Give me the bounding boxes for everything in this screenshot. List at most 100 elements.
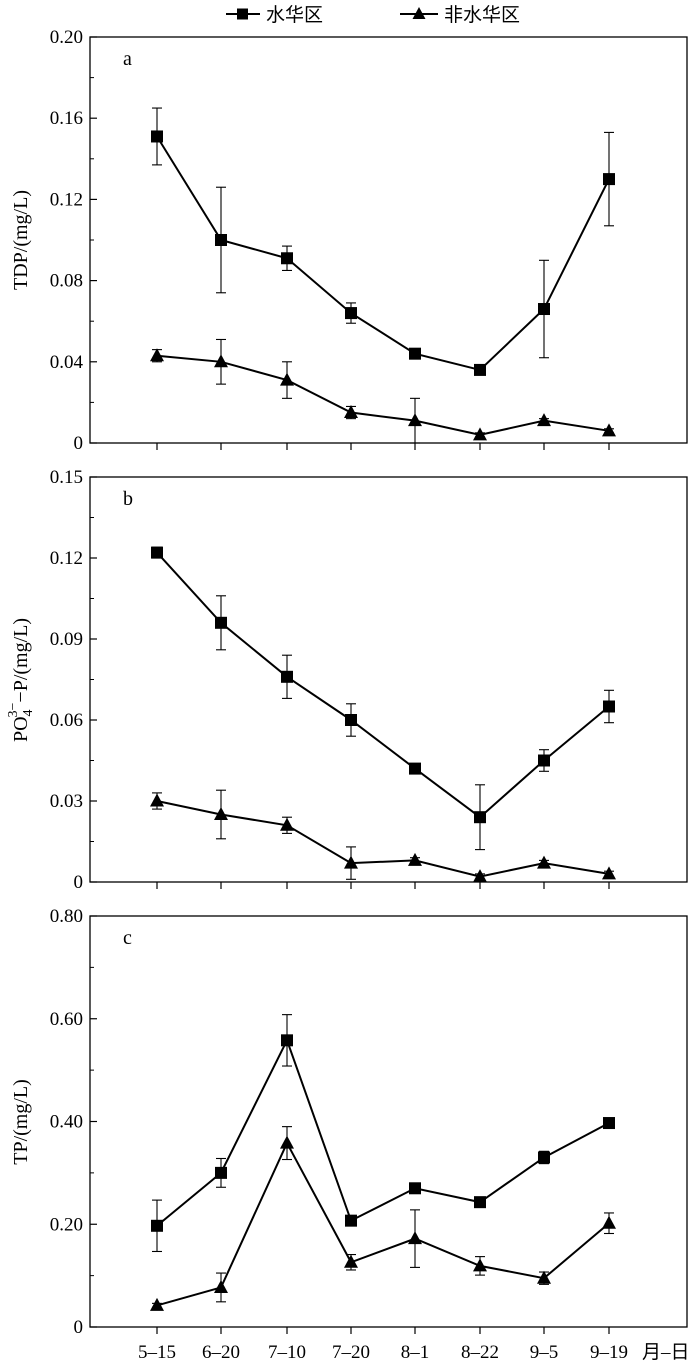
data-point-triangle [280,372,294,386]
panel-label: a [123,48,132,70]
data-point-triangle [344,855,358,869]
series-line [156,354,610,436]
series-nonbloom [150,338,616,444]
data-point-square [345,307,357,320]
y-tick-label: 0.08 [50,271,83,292]
data-point-triangle [214,1279,228,1293]
data-point-triangle [473,427,487,441]
x-tick-label: 7–10 [268,1342,306,1363]
plot-frame [89,36,688,444]
y-tick-label: 0.04 [50,352,84,373]
data-point-triangle [150,348,164,362]
data-point-square [538,303,550,316]
y-tick-label: 0.20 [50,1214,83,1235]
panel-c: 0 0.20 0.40 0.60 0.80 5–15 6–20 7–10 7–20 8–1 8–22… [10,906,688,1363]
legend-item-bloom: 水华区 [226,4,323,26]
series-bloom [151,1014,615,1253]
y-axis-label-part: −P/(mg/L) [10,618,32,703]
data-point-square [281,252,293,265]
data-point-square [215,1166,227,1179]
series-line [156,135,610,372]
data-point-triangle [602,866,616,880]
plot-frame [89,476,688,883]
y-tick-label: 0.15 [50,467,83,488]
data-point-square [474,811,486,824]
data-point-square [281,1034,293,1047]
data-point-square [474,1196,486,1209]
y-tick-label: 0.60 [50,1009,83,1030]
data-point-triangle [280,1135,294,1149]
data-point-square [409,762,421,775]
data-point-triangle [408,413,422,427]
data-point-square [538,754,550,767]
x-tick-label: 6–20 [202,1342,240,1363]
data-point-triangle [537,855,551,869]
x-tick-label: 8–1 [401,1342,430,1363]
data-point-triangle [408,852,422,866]
data-point-square [603,1117,615,1130]
data-point-triangle [344,405,358,419]
square-marker-icon [237,8,248,20]
data-point-square [151,546,163,559]
data-point-square [474,363,486,376]
data-point-square [151,1219,163,1232]
data-point-triangle [150,1297,164,1311]
y-axis-label: TP/(mg/L) [10,1079,32,1165]
y-tick-label: 0.20 [50,27,83,48]
x-tick-label: 8–22 [461,1342,499,1363]
data-point-square [409,1182,421,1195]
data-point-triangle [214,807,228,820]
series-line [156,800,610,878]
data-point-square [151,130,163,143]
y-tick-label: 0.09 [50,629,83,650]
data-point-square [603,173,615,186]
data-point-square [345,714,357,726]
plot-frame [89,915,688,1328]
data-point-triangle [602,423,616,437]
data-point-square [603,700,615,713]
x-tick-label: 9–5 [530,1342,559,1363]
data-point-triangle [473,1258,487,1272]
series-line [156,1140,610,1307]
y-tick-label: 0 [74,1317,84,1338]
y-axis-label: PO43−−P/(mg/L) [6,618,36,742]
data-point-triangle [280,817,294,831]
y-tick-label: 0.06 [50,710,83,731]
series-nonbloom [150,789,616,883]
y-axis-label: TDP/(mg/L) [10,190,32,290]
x-tick-label: 9–19 [590,1342,628,1363]
data-point-triangle [537,1270,551,1284]
data-point-square [281,670,293,683]
series-bloom [151,107,615,376]
data-point-triangle [473,869,487,883]
legend: 水华区 非水华区 [226,4,520,26]
series-line [156,551,610,819]
data-point-square [215,234,227,246]
panel-label: c [123,927,132,949]
data-point-square [345,1214,357,1227]
y-tick-label: 0.03 [50,791,83,812]
series-line [156,1037,610,1227]
y-tick-label: 0.12 [50,189,83,210]
data-point-triangle [602,1215,616,1229]
y-tick-label: 0 [74,433,84,454]
legend-label-bloom: 水华区 [266,4,323,26]
data-point-triangle [408,1231,422,1245]
panel-a: 0 0.04 0.08 0.12 0.16 0.20 a TDP/(mg/L) [10,27,688,454]
panel-label: b [123,488,133,510]
x-tick-label: 7–20 [332,1342,370,1363]
y-tick-label: 0.40 [50,1112,83,1133]
y-tick-label: 0.16 [50,108,83,129]
y-axis-label-part: 4 [21,709,36,716]
series-bloom [151,546,615,851]
y-axis-label-part: PO [10,716,32,742]
y-tick-label: 0 [74,872,84,893]
series-nonbloom [150,1126,616,1311]
triangle-marker-icon [412,7,426,19]
x-tick-label: 5–15 [138,1342,176,1363]
data-point-square [409,347,421,360]
legend-item-nonbloom: 非水华区 [400,4,520,26]
y-axis-label-part: 3− [6,702,21,717]
data-point-triangle [214,354,228,368]
